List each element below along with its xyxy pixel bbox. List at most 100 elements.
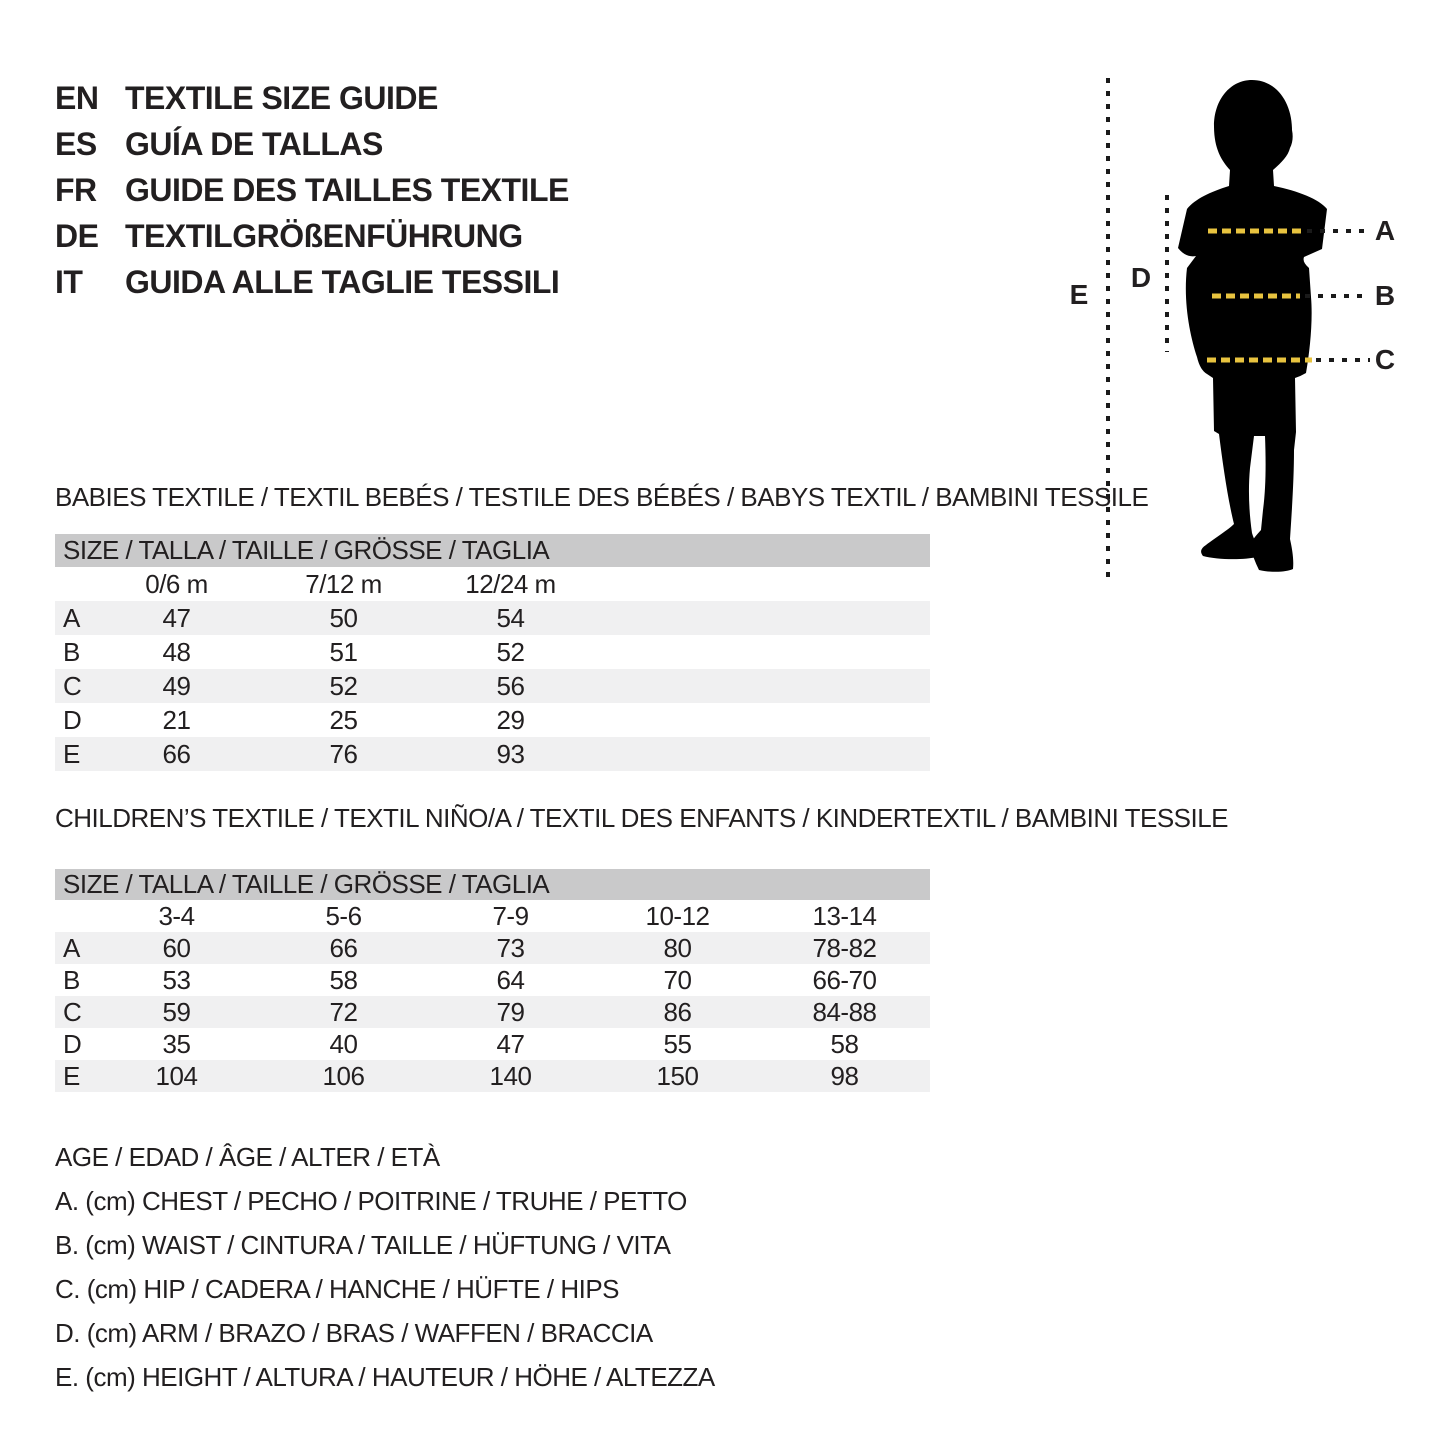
table-cell: 55 <box>663 1028 692 1059</box>
babies-row-C: C 49 52 56 <box>55 669 930 703</box>
children-col-1: 5-6 <box>325 900 362 931</box>
table-cell: 64 <box>496 964 525 995</box>
lang-code-es: ES <box>55 125 97 162</box>
lang-row-de: DE TEXTILGRÖßENFÜHRUNG <box>55 213 569 259</box>
lang-title-fr: GUIDE DES TAILLES TEXTILE <box>125 171 569 208</box>
table-cell: 79 <box>496 996 525 1027</box>
figure-label-hip-C: C <box>1374 344 1396 375</box>
lang-code-fr: FR <box>55 171 97 208</box>
table-cell: 70 <box>663 964 692 995</box>
children-row-B: B 53 58 64 70 66-70 <box>55 964 930 996</box>
table-cell: 40 <box>329 1028 358 1059</box>
table-cell: 104 <box>155 1060 198 1091</box>
measurement-figure-svg <box>1106 78 1370 578</box>
legend-waist: B. (cm) WAIST / CINTURA / TAILLE / HÜFTU… <box>55 1230 671 1260</box>
children-col-3: 10-12 <box>645 900 711 931</box>
table-cell: 93 <box>496 738 525 769</box>
legend-arm: D. (cm) ARM / BRAZO / BRAS / WAFFEN / BR… <box>55 1318 653 1348</box>
table-cell: 59 <box>162 996 191 1027</box>
row-label: E <box>63 738 80 769</box>
table-cell: 84-88 <box>812 996 878 1027</box>
table-cell: 51 <box>329 636 358 667</box>
row-label: C <box>63 670 82 701</box>
table-cell: 86 <box>663 996 692 1027</box>
table-cell: 21 <box>162 704 191 735</box>
table-cell: 50 <box>329 602 358 633</box>
table-cell: 47 <box>496 1028 525 1059</box>
table-cell: 52 <box>329 670 358 701</box>
row-label: B <box>63 964 80 995</box>
babies-col-1: 7/12 m <box>305 568 382 599</box>
lang-row-en: EN TEXTILE SIZE GUIDE <box>55 75 569 121</box>
babies-row-A: A 47 50 54 <box>55 601 930 635</box>
legend-age: AGE / EDAD / ÂGE / ALTER / ETÀ <box>55 1142 440 1172</box>
row-label: D <box>63 704 82 735</box>
legend-height: E. (cm) HEIGHT / ALTURA / HAUTEUR / HÖHE… <box>55 1362 715 1392</box>
children-col-2: 7-9 <box>492 900 529 931</box>
row-label: D <box>63 1028 82 1059</box>
table-cell: 53 <box>162 964 191 995</box>
table-cell: 150 <box>656 1060 699 1091</box>
row-label: A <box>63 602 80 633</box>
table-cell: 78-82 <box>812 932 878 963</box>
figure-label-height-E: E <box>1069 279 1089 310</box>
child-silhouette-icon <box>1178 80 1327 572</box>
lang-title-it: GUIDA ALLE TAGLIE TESSILI <box>125 263 560 300</box>
babies-size-table: SIZE / TALLA / TAILLE / GRÖSSE / TAGLIA … <box>55 534 930 771</box>
lang-title-es: GUÍA DE TALLAS <box>125 125 383 162</box>
table-cell: 66-70 <box>812 964 878 995</box>
babies-size-header-bar: SIZE / TALLA / TAILLE / GRÖSSE / TAGLIA <box>55 534 930 567</box>
measurement-legend: AGE / EDAD / ÂGE / ALTER / ETÀ A. (cm) C… <box>55 1135 715 1399</box>
babies-column-header-row: 0/6 m 7/12 m 12/24 m <box>55 567 930 601</box>
table-cell: 49 <box>162 670 191 701</box>
table-cell: 58 <box>830 1028 859 1059</box>
children-column-header-row: 3-4 5-6 7-9 10-12 13-14 <box>55 900 930 932</box>
language-title-list: EN TEXTILE SIZE GUIDE ES GUÍA DE TALLAS … <box>55 75 569 305</box>
table-cell: 29 <box>496 704 525 735</box>
legend-hip: C. (cm) HIP / CADERA / HANCHE / HÜFTE / … <box>55 1274 620 1304</box>
children-row-E: E 104 106 140 150 98 <box>55 1060 930 1092</box>
lang-title-en: TEXTILE SIZE GUIDE <box>125 79 438 116</box>
table-cell: 58 <box>329 964 358 995</box>
lang-code-en: EN <box>55 79 99 116</box>
children-col-4: 13-14 <box>812 900 878 931</box>
table-cell: 76 <box>329 738 358 769</box>
table-cell: 25 <box>329 704 358 735</box>
table-cell: 52 <box>496 636 525 667</box>
row-label: C <box>63 996 82 1027</box>
table-cell: 60 <box>162 932 191 963</box>
table-cell: 80 <box>663 932 692 963</box>
babies-row-E: E 66 76 93 <box>55 737 930 771</box>
table-cell: 98 <box>830 1060 859 1091</box>
table-cell: 72 <box>329 996 358 1027</box>
figure-label-waist-B: B <box>1374 280 1396 311</box>
table-cell: 106 <box>322 1060 365 1091</box>
children-size-header-bar: SIZE / TALLA / TAILLE / GRÖSSE / TAGLIA <box>55 869 930 900</box>
lang-code-it: IT <box>55 263 83 300</box>
table-cell: 56 <box>496 670 525 701</box>
table-cell: 47 <box>162 602 191 633</box>
row-label: A <box>63 932 80 963</box>
lang-title-de: TEXTILGRÖßENFÜHRUNG <box>125 217 523 254</box>
children-size-table: SIZE / TALLA / TAILLE / GRÖSSE / TAGLIA … <box>55 869 930 1092</box>
table-cell: 48 <box>162 636 191 667</box>
figure-label-chest-A: A <box>1374 215 1396 246</box>
legend-chest: A. (cm) CHEST / PECHO / POITRINE / TRUHE… <box>55 1186 687 1216</box>
babies-row-D: D 21 25 29 <box>55 703 930 737</box>
table-cell: 66 <box>329 932 358 963</box>
lang-code-de: DE <box>55 217 99 254</box>
lang-row-fr: FR GUIDE DES TAILLES TEXTILE <box>55 167 569 213</box>
lang-row-it: IT GUIDA ALLE TAGLIE TESSILI <box>55 259 569 305</box>
children-section-title: CHILDREN’S TEXTILE / TEXTIL NIÑO/A / TEX… <box>55 803 1229 833</box>
table-cell: 66 <box>162 738 191 769</box>
babies-col-2: 12/24 m <box>465 568 556 599</box>
children-row-A: A 60 66 73 80 78-82 <box>55 932 930 964</box>
children-row-C: C 59 72 79 86 84-88 <box>55 996 930 1028</box>
babies-row-B: B 48 51 52 <box>55 635 930 669</box>
measurement-figure: A B C D E <box>1040 60 1445 635</box>
figure-label-arm-D: D <box>1130 262 1152 293</box>
babies-col-0: 0/6 m <box>145 568 208 599</box>
row-label: E <box>63 1060 80 1091</box>
lang-row-es: ES GUÍA DE TALLAS <box>55 121 569 167</box>
